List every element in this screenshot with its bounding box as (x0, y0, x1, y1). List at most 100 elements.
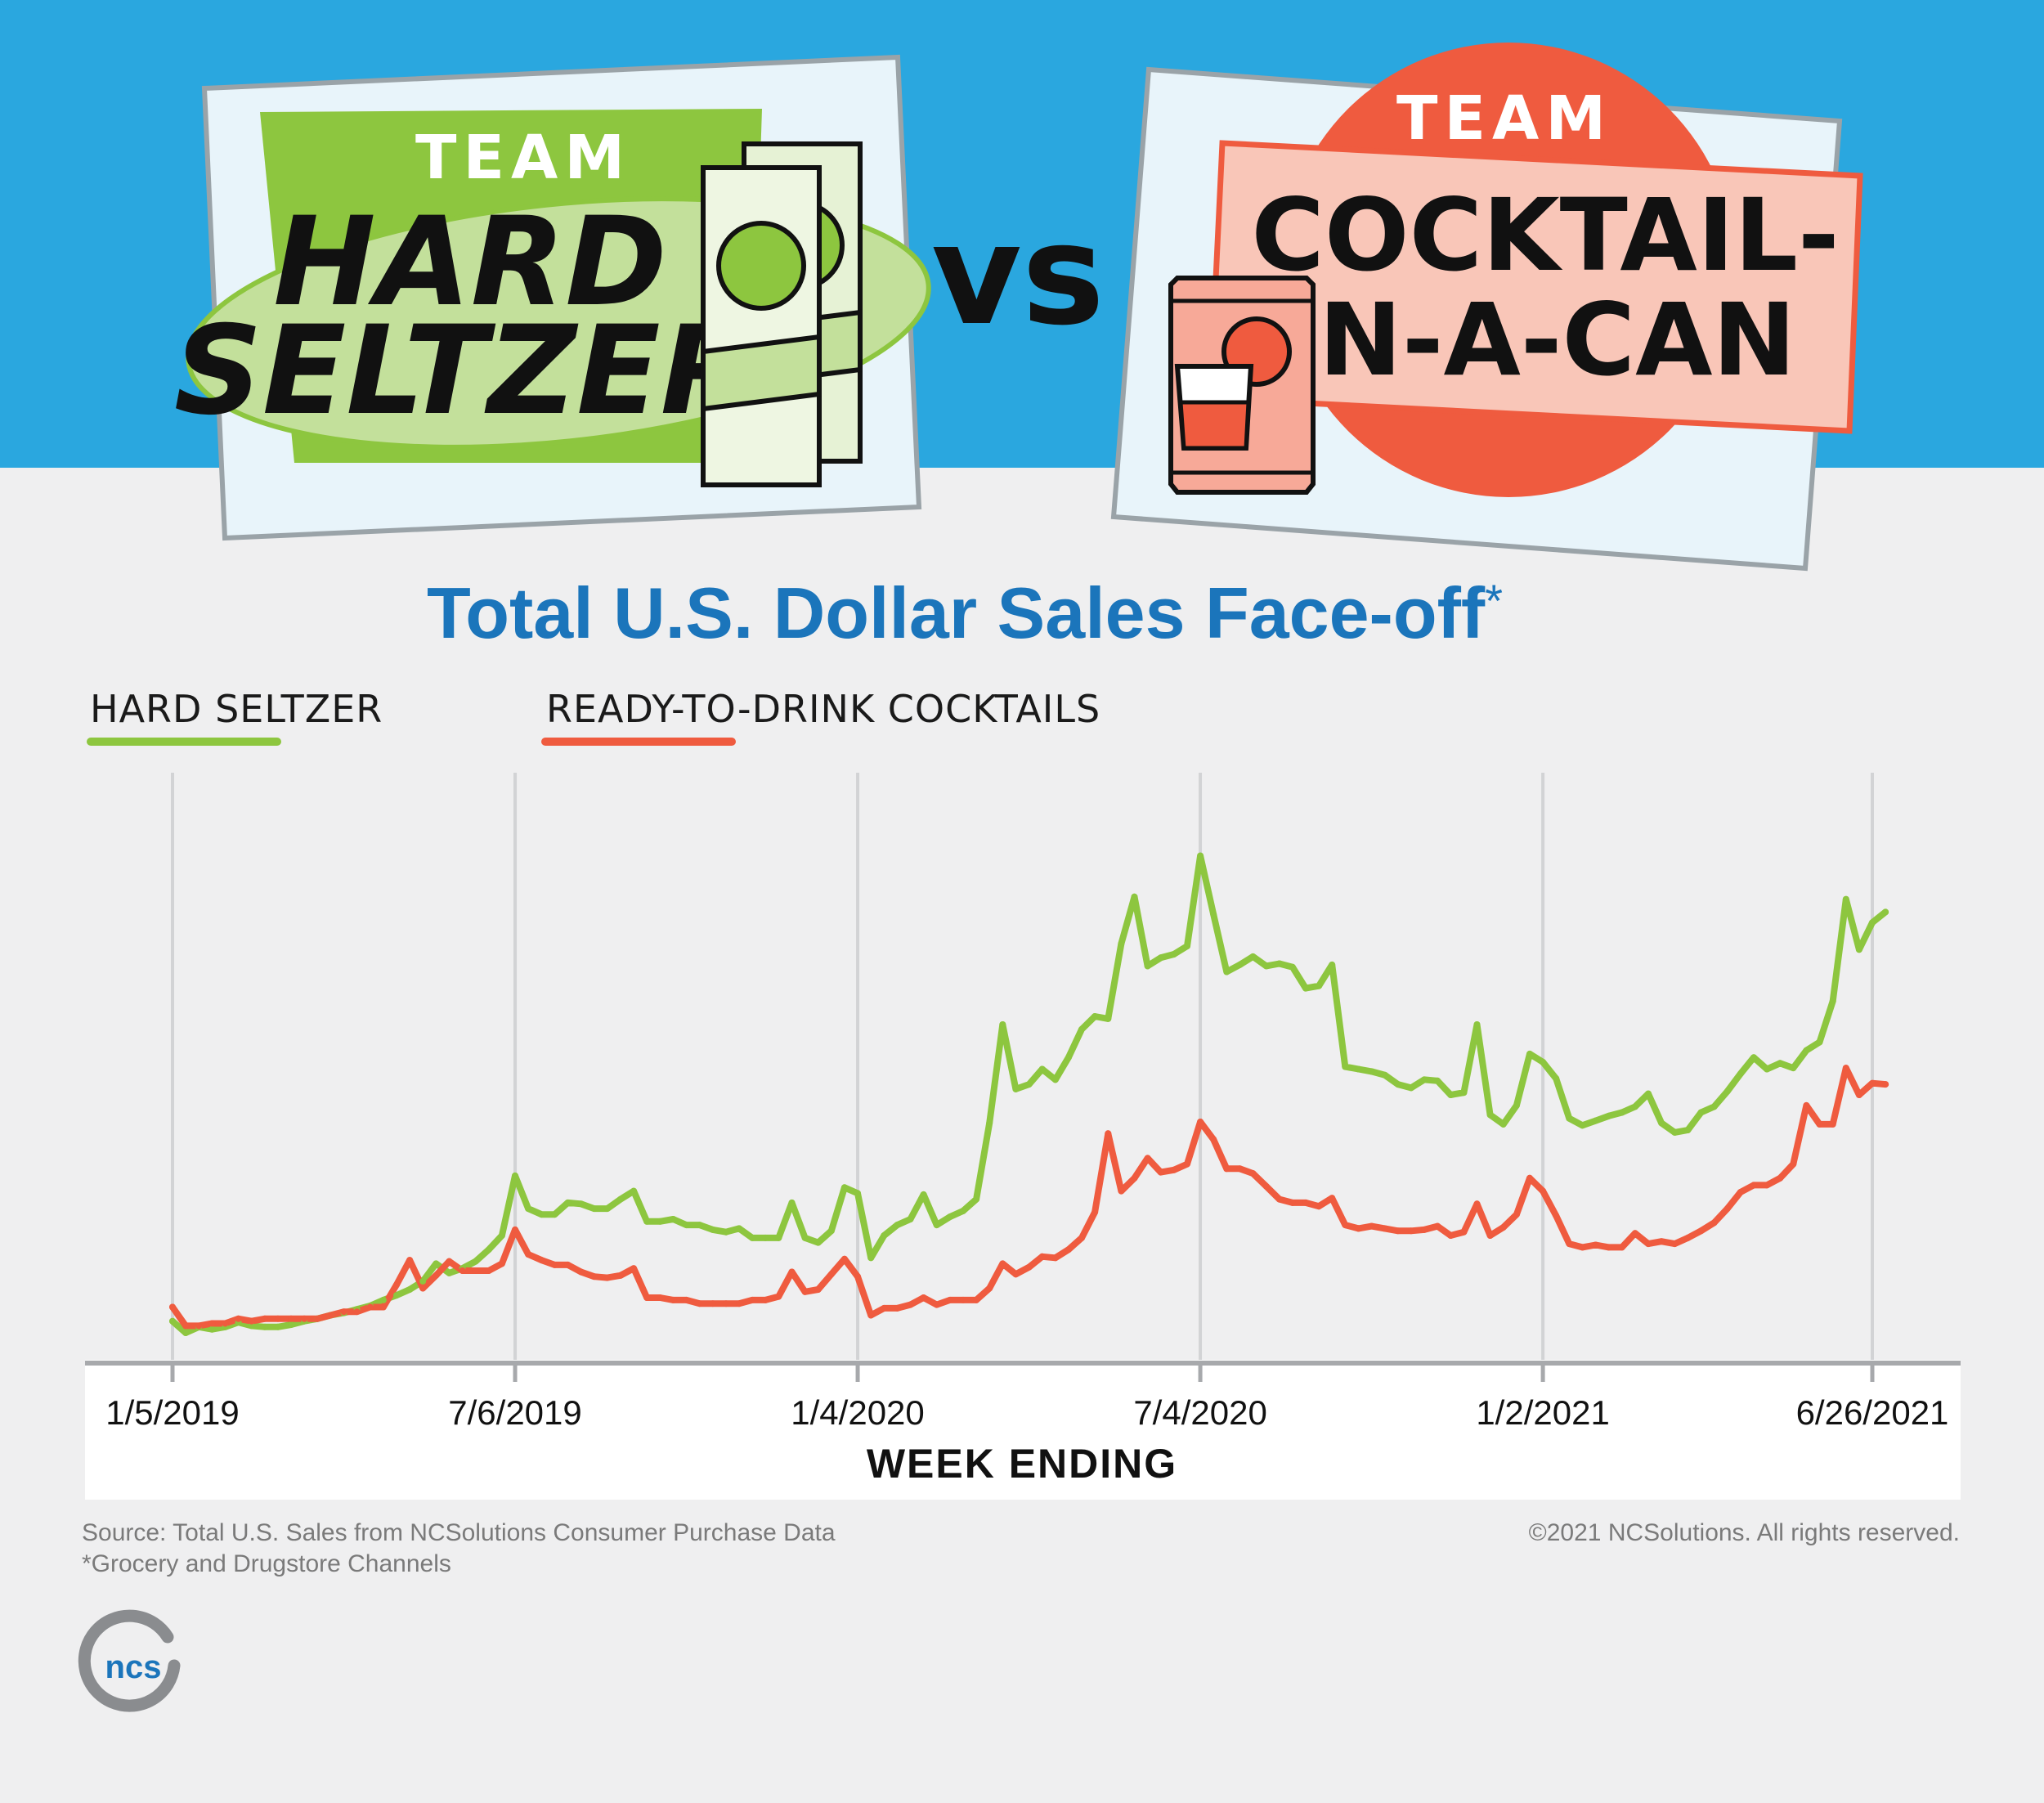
data-point-hard-seltzer (1473, 1021, 1481, 1028)
chart-legend: HARD SELTZER READY-TO-DRINK COCKTAILS (87, 687, 1100, 746)
data-point-hard-seltzer (1526, 1050, 1533, 1057)
data-point-cocktails (248, 1317, 255, 1325)
legend-label-hard-seltzer: HARD SELTZER (90, 687, 383, 731)
data-point-cocktails (1513, 1211, 1520, 1218)
data-point-hard-seltzer (1118, 940, 1125, 948)
data-point-hard-seltzer (683, 1222, 690, 1229)
data-point-hard-seltzer (1605, 1112, 1612, 1119)
data-point-cocktails (261, 1315, 268, 1322)
data-point-cocktails (1342, 1222, 1349, 1229)
data-point-cocktails (577, 1268, 585, 1276)
data-point-hard-seltzer (1737, 1070, 1744, 1078)
data-point-cocktails (630, 1265, 638, 1272)
data-point-cocktails (406, 1257, 414, 1264)
data-point-hard-seltzer (657, 1218, 664, 1225)
data-point-cocktails (1710, 1219, 1718, 1227)
data-point-cocktails (722, 1300, 729, 1307)
data-point-hard-seltzer (973, 1195, 980, 1203)
data-point-cocktails (894, 1304, 901, 1312)
versus-label: VS (931, 195, 1105, 357)
data-point-cocktails (485, 1267, 492, 1274)
data-point-hard-seltzer (960, 1207, 966, 1214)
data-point-hard-seltzer (485, 1246, 492, 1254)
data-point-hard-seltzer (1421, 1076, 1428, 1083)
ncs-logo: ncs (78, 1609, 181, 1712)
data-point-hard-seltzer (446, 1269, 453, 1276)
data-point-hard-seltzer (1249, 953, 1257, 960)
data-point-cocktails (960, 1296, 966, 1303)
data-point-hard-seltzer (261, 1323, 268, 1330)
data-point-hard-seltzer (1645, 1090, 1652, 1097)
data-point-cocktails (1381, 1225, 1388, 1232)
cocktail-can-icon (1168, 276, 1316, 495)
footer-note: *Grocery and Drugstore Channels (82, 1550, 451, 1577)
data-point-cocktails (1724, 1205, 1731, 1213)
data-point-hard-seltzer (1407, 1084, 1414, 1092)
data-point-cocktails (1329, 1195, 1336, 1202)
data-point-cocktails (459, 1267, 466, 1274)
data-point-cocktails (683, 1296, 690, 1303)
data-point-hard-seltzer (1684, 1127, 1692, 1133)
data-point-hard-seltzer (1447, 1092, 1455, 1098)
data-point-cocktails (999, 1260, 1006, 1267)
data-point-cocktails (1566, 1240, 1573, 1248)
data-point-cocktails (353, 1308, 361, 1316)
data-point-cocktails (1882, 1081, 1889, 1088)
data-point-cocktails (512, 1226, 518, 1233)
data-point-hard-seltzer (564, 1199, 572, 1206)
data-point-hard-seltzer (1553, 1075, 1560, 1082)
data-point-cocktails (1553, 1212, 1560, 1219)
legend-label-cocktails: READY-TO-DRINK COCKTAILS (546, 687, 1100, 731)
data-point-hard-seltzer (1566, 1115, 1573, 1122)
data-point-cocktails (1697, 1227, 1705, 1235)
data-point-cocktails (551, 1261, 558, 1268)
data-point-hard-seltzer (1790, 1065, 1797, 1072)
data-point-hard-seltzer (696, 1222, 703, 1229)
data-point-hard-seltzer (406, 1286, 414, 1293)
data-point-cocktails (340, 1308, 347, 1316)
data-point-hard-seltzer (854, 1190, 861, 1197)
data-point-cocktails (1737, 1189, 1744, 1195)
data-point-hard-seltzer (551, 1211, 558, 1218)
data-point-cocktails (1131, 1174, 1138, 1182)
data-point-cocktails (1184, 1160, 1190, 1168)
data-point-cocktails (1091, 1209, 1099, 1216)
data-point-cocktails (1750, 1182, 1757, 1189)
data-point-cocktails (1605, 1244, 1612, 1251)
data-point-cocktails (1355, 1225, 1362, 1232)
data-point-cocktails (1842, 1065, 1849, 1072)
data-point-hard-seltzer (393, 1292, 400, 1299)
data-point-cocktails (946, 1296, 953, 1303)
data-point-cocktails (366, 1303, 374, 1311)
data-point-hard-seltzer (1105, 1015, 1112, 1022)
data-point-cocktails (1368, 1222, 1375, 1230)
data-point-cocktails (1684, 1234, 1692, 1241)
data-point-cocktails (881, 1304, 888, 1312)
data-point-cocktails (1460, 1228, 1468, 1236)
data-point-hard-seltzer (1671, 1128, 1679, 1136)
data-point-hard-seltzer (1869, 919, 1876, 926)
data-point-hard-seltzer (894, 1222, 901, 1229)
data-point-cocktails (1025, 1263, 1033, 1271)
data-point-hard-seltzer (670, 1216, 677, 1222)
data-point-cocktails (1579, 1244, 1586, 1251)
data-point-hard-seltzer (1131, 893, 1138, 900)
data-point-cocktails (973, 1296, 980, 1303)
data-point-cocktails (920, 1294, 927, 1301)
data-point-hard-seltzer (1777, 1060, 1784, 1067)
data-point-cocktails (1803, 1101, 1810, 1109)
data-point-hard-seltzer (1579, 1122, 1586, 1129)
data-point-cocktails (274, 1315, 281, 1322)
data-point-cocktails (433, 1272, 440, 1279)
x-tick-label: 1/2/2021 (1476, 1393, 1610, 1432)
data-point-hard-seltzer (1144, 962, 1151, 970)
data-point-cocktails (814, 1286, 822, 1293)
x-tick-label: 1/5/2019 (105, 1393, 240, 1432)
data-point-cocktails (775, 1293, 782, 1300)
x-axis-label: WEEK ENDING (867, 1441, 1177, 1487)
data-point-hard-seltzer (617, 1195, 624, 1203)
data-point-hard-seltzer (208, 1325, 216, 1333)
data-point-cocktails (657, 1294, 664, 1301)
data-point-cocktails (827, 1271, 835, 1278)
